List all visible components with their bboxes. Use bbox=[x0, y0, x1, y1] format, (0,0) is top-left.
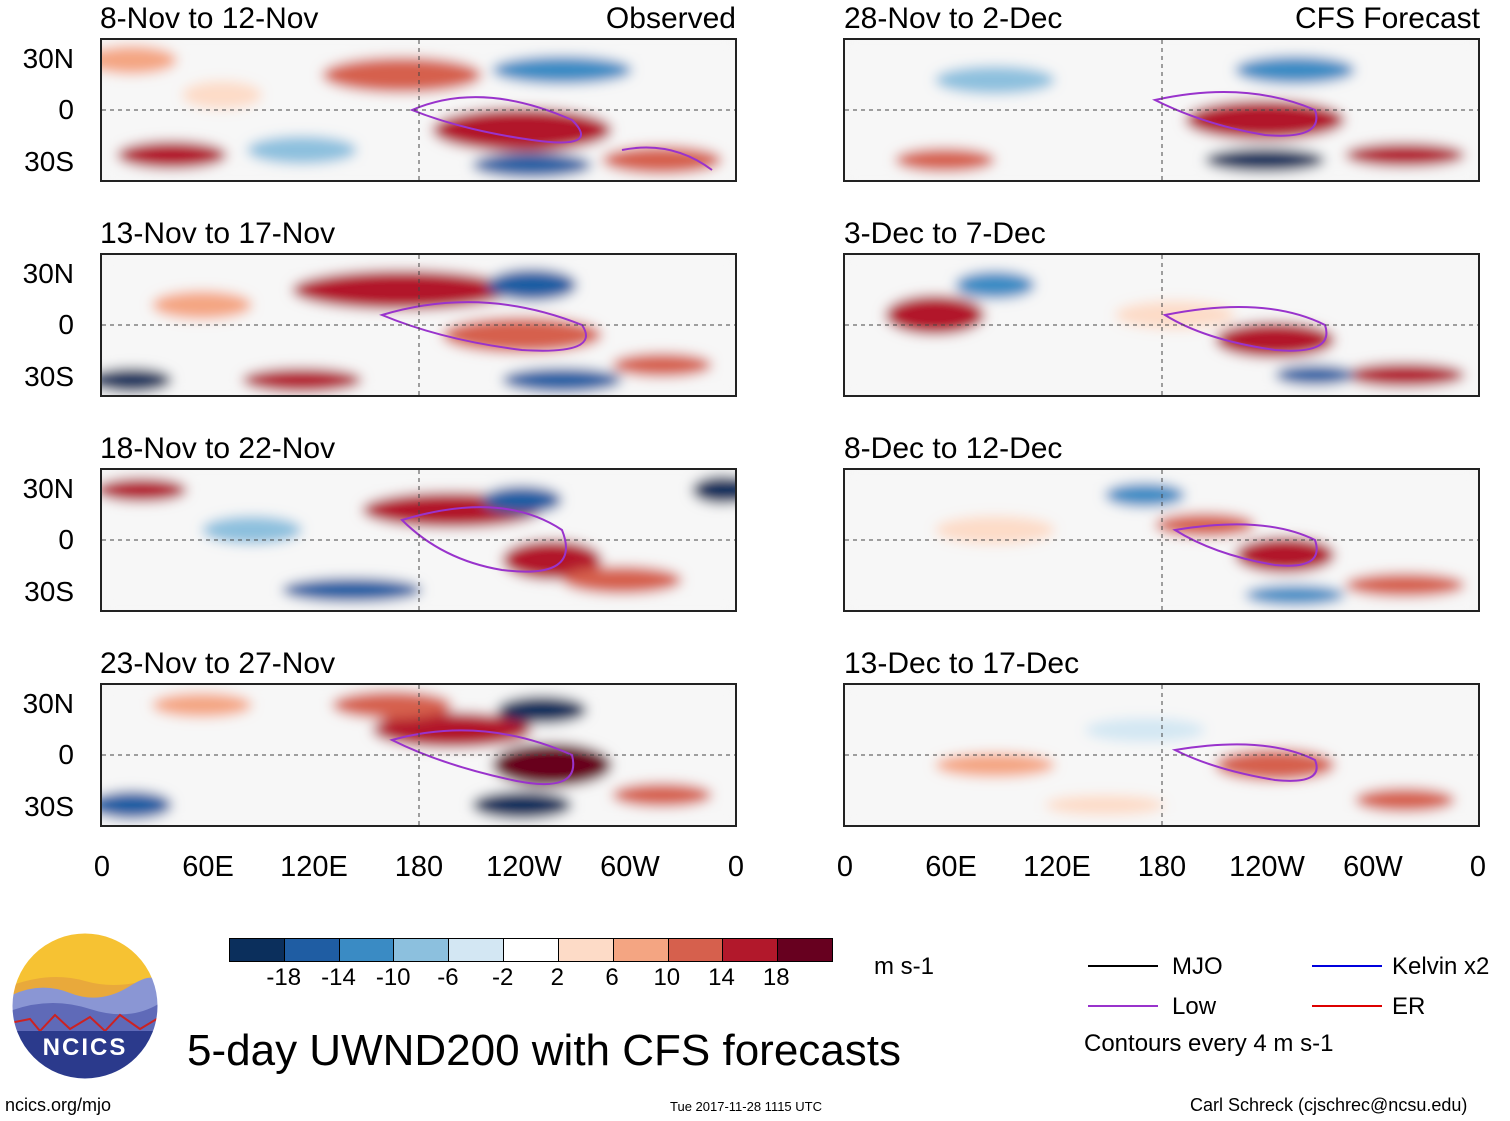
lon-label-left-60w: 60W bbox=[600, 851, 660, 883]
lon-label-left-180: 180 bbox=[394, 851, 444, 883]
legend-mjo: MJO bbox=[1172, 953, 1223, 980]
colorbar-swatch bbox=[557, 939, 613, 961]
panel-title-7: 8-Dec to 12-Dec bbox=[844, 432, 1063, 465]
colorbar-swatch bbox=[338, 939, 394, 961]
footer-timestamp: Tue 2017-11-28 1115 UTC bbox=[670, 1099, 822, 1114]
lon-label-right-180: 180 bbox=[1137, 851, 1187, 883]
lon-label-left-60e: 60E bbox=[182, 851, 234, 883]
colorbar-tick-label: -14 bbox=[321, 964, 356, 991]
colorbar-swatch bbox=[448, 939, 504, 961]
contour-note: Contours every 4 m s-1 bbox=[1084, 1030, 1334, 1057]
colorbar-tick-label: -18 bbox=[266, 964, 302, 991]
lat-label-0-2: 0 bbox=[58, 309, 74, 340]
legend-er: ER bbox=[1392, 993, 1426, 1020]
colorbar-unit: m s-1 bbox=[874, 953, 934, 980]
panel-title-4: 23-Nov to 27-Nov bbox=[100, 647, 336, 680]
lat-label-0-1: 0 bbox=[58, 94, 74, 125]
colorbar-tick-label: 18 bbox=[762, 964, 790, 991]
panel-title-8: 13-Dec to 17-Dec bbox=[844, 647, 1080, 680]
colorbar-swatch bbox=[230, 939, 284, 961]
lon-label-right-0: 0 bbox=[836, 851, 854, 883]
map-panel-forecast-4[interactable] bbox=[843, 683, 1480, 827]
map-panel-observed-3[interactable] bbox=[100, 468, 737, 612]
colorbar-tick-label: -6 bbox=[437, 964, 459, 991]
panel-title-3: 18-Nov to 22-Nov bbox=[100, 432, 336, 465]
colorbar-tick-label: 2 bbox=[550, 964, 565, 991]
colorbar-tick-label: 14 bbox=[708, 964, 735, 991]
colorbar-swatch bbox=[612, 939, 668, 961]
lon-label-left-120w: 120W bbox=[486, 851, 562, 883]
colorbar-swatch bbox=[722, 939, 778, 961]
lat-label-30s-4: 30S bbox=[24, 791, 74, 822]
panel-title-5: 28-Nov to 2-Dec bbox=[844, 2, 1063, 35]
map-panel-observed-2[interactable] bbox=[100, 253, 737, 397]
lat-label-30n-2: 30N bbox=[22, 258, 74, 289]
lon-label-right-0e: 0 bbox=[1469, 851, 1487, 883]
colorbar-swatch bbox=[503, 939, 558, 961]
lon-label-right-60e: 60E bbox=[925, 851, 977, 883]
colorbar-tick-label: -2 bbox=[491, 964, 514, 991]
lon-label-right-60w: 60W bbox=[1343, 851, 1403, 883]
colorbar-swatch bbox=[777, 939, 832, 961]
kelvin-line-swatch bbox=[1312, 965, 1382, 967]
lat-label-30s-3: 30S bbox=[24, 576, 74, 607]
low-line-swatch bbox=[1088, 1005, 1158, 1007]
lat-label-0-3: 0 bbox=[58, 524, 74, 555]
colorbar-tick-label: 6 bbox=[605, 964, 619, 991]
colorbar-tick-label: 10 bbox=[653, 964, 681, 991]
lon-label-left-0: 0 bbox=[93, 851, 111, 883]
footer-credit: Carl Schreck (cjschrec@ncsu.edu) bbox=[1190, 1095, 1468, 1115]
lon-label-right-120w: 120W bbox=[1229, 851, 1305, 883]
er-line-swatch bbox=[1312, 1005, 1382, 1007]
map-panel-observed-1[interactable] bbox=[100, 38, 737, 182]
lat-label-0-4: 0 bbox=[58, 739, 74, 770]
legend-low: Low bbox=[1172, 993, 1217, 1020]
lat-label-30n-3: 30N bbox=[22, 473, 74, 504]
colorbar-labels: -18 -14 -10 -6 -2 2 6 10 14 18 bbox=[229, 966, 833, 992]
panel-title-6: 3-Dec to 7-Dec bbox=[844, 217, 1046, 250]
map-panel-forecast-1[interactable] bbox=[843, 38, 1480, 182]
colorbar-swatch bbox=[283, 939, 339, 961]
lat-label-30n-4: 30N bbox=[22, 688, 74, 719]
panel-title-1: 8-Nov to 12-Nov bbox=[100, 2, 319, 35]
lat-label-30s-1: 30S bbox=[24, 146, 74, 177]
mjo-line-swatch bbox=[1088, 965, 1158, 967]
ncics-logo[interactable]: NCICS bbox=[10, 931, 160, 1081]
colorbar-tick-label: -10 bbox=[375, 964, 411, 991]
lat-label-30n-1: 30N bbox=[22, 43, 74, 74]
footer-url[interactable]: ncics.org/mjo bbox=[5, 1095, 112, 1115]
legend-kelvin: Kelvin x2 bbox=[1392, 953, 1490, 980]
lon-label-left-0e: 0 bbox=[727, 851, 745, 883]
lon-label-right-120e: 120E bbox=[1023, 851, 1091, 883]
forecast-label: CFS Forecast bbox=[1294, 2, 1480, 35]
lat-label-30s-2: 30S bbox=[24, 361, 74, 392]
main-title: 5-day UWND200 with CFS forecasts bbox=[187, 1026, 901, 1075]
colorbar-swatch bbox=[667, 939, 723, 961]
panel-title-2: 13-Nov to 17-Nov bbox=[100, 217, 336, 250]
observed-label: Observed bbox=[605, 2, 736, 35]
map-panel-forecast-2[interactable] bbox=[843, 253, 1480, 397]
logo-text: NCICS bbox=[42, 1034, 128, 1061]
lon-label-left-120e: 120E bbox=[280, 851, 348, 883]
colorbar-swatch bbox=[393, 939, 449, 961]
colorbar bbox=[229, 938, 833, 962]
map-panel-forecast-3[interactable] bbox=[843, 468, 1480, 612]
map-panel-observed-4[interactable] bbox=[100, 683, 737, 827]
